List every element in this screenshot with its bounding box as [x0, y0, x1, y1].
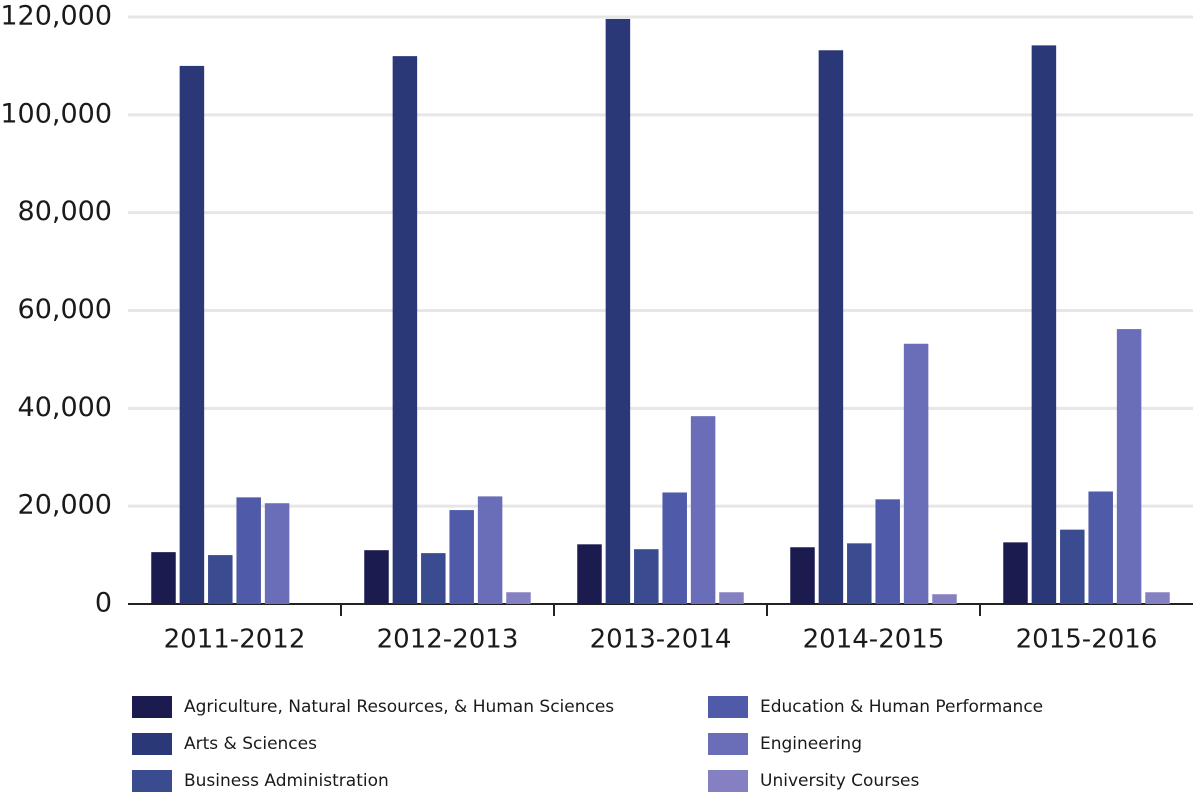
x-tick-label: 2013-2014 — [590, 625, 732, 655]
bar — [662, 492, 687, 604]
bar — [577, 544, 602, 604]
bar — [392, 56, 418, 604]
legend-swatch — [708, 733, 748, 755]
legend-label: Education & Human Performance — [760, 697, 1043, 717]
bar — [605, 18, 631, 605]
bar — [1031, 45, 1057, 605]
y-tick-label: 100,000 — [0, 98, 112, 129]
legend-label: Engineering — [760, 734, 862, 754]
x-tick-label: 2015-2016 — [1016, 625, 1158, 655]
bar — [790, 547, 815, 604]
bar — [236, 497, 261, 604]
bar — [634, 549, 659, 604]
bar — [690, 416, 716, 604]
bar — [421, 553, 446, 604]
x-tick-label: 2011-2012 — [164, 625, 306, 655]
y-tick-label: 80,000 — [18, 196, 112, 227]
y-tick-label: 60,000 — [18, 294, 112, 325]
bar — [903, 343, 929, 604]
bar — [179, 65, 205, 604]
bar — [1116, 329, 1142, 604]
legend-label: University Courses — [760, 771, 920, 791]
y-tick-label: 120,000 — [0, 1, 112, 32]
legend-swatch — [708, 696, 748, 718]
bar — [847, 543, 872, 604]
y-tick-label: 40,000 — [18, 392, 112, 423]
bar — [506, 592, 531, 604]
legend-swatch — [708, 770, 748, 792]
legend-label: Arts & Sciences — [184, 734, 317, 754]
y-tick-label: 0 — [95, 588, 112, 619]
bar — [208, 555, 233, 604]
legend-label: Business Administration — [184, 771, 389, 791]
legend-swatch — [132, 696, 172, 718]
bar — [151, 552, 176, 604]
bar — [875, 499, 900, 604]
bar — [1145, 592, 1170, 604]
bar — [477, 496, 503, 604]
bar — [1060, 529, 1085, 604]
bar — [1003, 542, 1028, 604]
x-tick-label: 2012-2013 — [377, 625, 519, 655]
bar — [719, 592, 744, 604]
bar — [264, 503, 290, 604]
y-tick-label: 20,000 — [18, 490, 112, 521]
legend-label: Agriculture, Natural Resources, & Human … — [184, 697, 614, 717]
bar — [449, 510, 474, 604]
x-tick-label: 2014-2015 — [803, 625, 945, 655]
bar — [1088, 491, 1113, 604]
legend-swatch — [132, 770, 172, 792]
bar — [932, 594, 957, 604]
bar — [818, 50, 844, 605]
legend-swatch — [132, 733, 172, 755]
bar — [364, 550, 389, 604]
